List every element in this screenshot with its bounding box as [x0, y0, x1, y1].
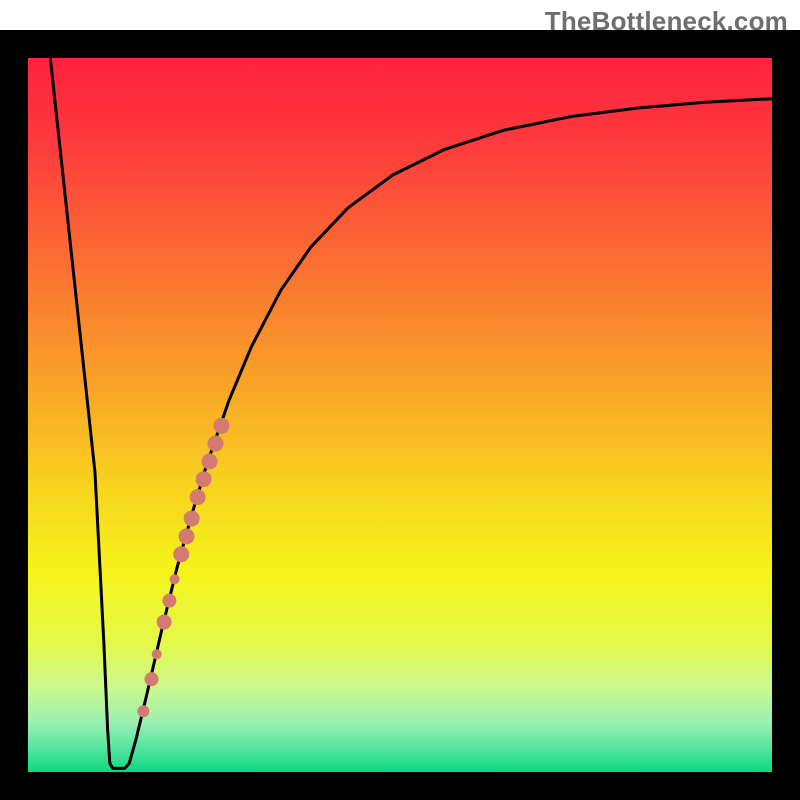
data-marker	[190, 489, 206, 505]
data-marker	[137, 705, 149, 717]
plot-area	[28, 58, 772, 772]
data-marker	[202, 453, 218, 469]
data-marker	[196, 471, 212, 487]
plot-svg	[28, 58, 772, 772]
data-marker	[178, 528, 194, 544]
data-marker	[152, 649, 162, 659]
data-marker	[213, 418, 229, 434]
data-marker	[207, 436, 223, 452]
data-marker	[184, 511, 200, 527]
data-marker	[173, 546, 189, 562]
data-marker	[170, 574, 180, 584]
data-marker	[145, 672, 159, 686]
data-marker	[162, 594, 176, 608]
bottleneck-curve	[50, 58, 772, 768]
data-marker	[157, 615, 172, 630]
chart-frame: TheBottleneck.com	[0, 0, 800, 800]
